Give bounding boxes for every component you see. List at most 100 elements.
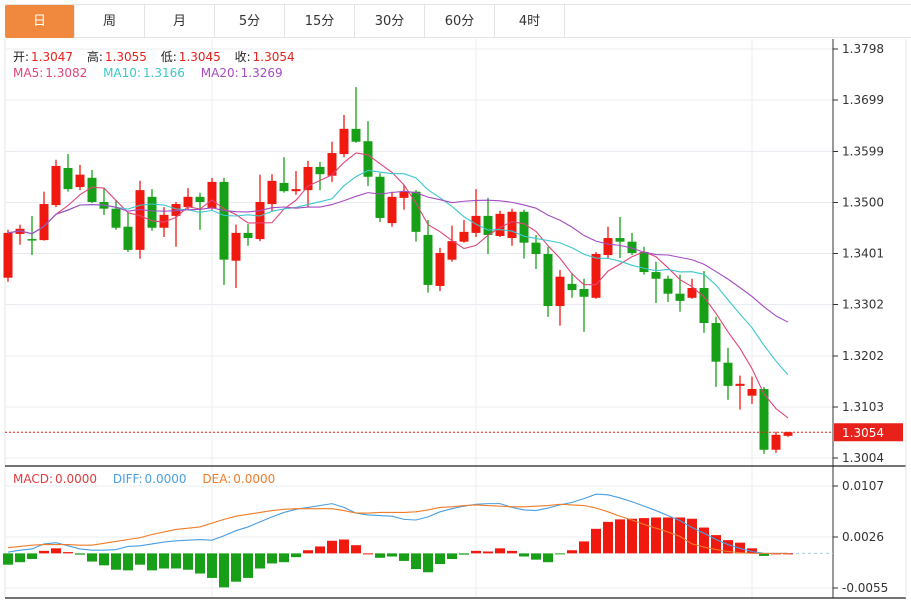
- macd-bar: [315, 546, 325, 554]
- tab-week[interactable]: 周: [75, 5, 145, 38]
- macd-bar: [123, 553, 133, 571]
- candle: [783, 431, 793, 437]
- candle: [591, 251, 601, 299]
- candle-body: [663, 278, 673, 294]
- ma20-line: [7, 190, 789, 323]
- macd-bar: [639, 518, 649, 554]
- dea-label: DEA:: [202, 472, 232, 486]
- candle: [747, 376, 757, 404]
- candle: [507, 208, 517, 246]
- tab-60min[interactable]: 60分: [425, 5, 495, 38]
- candle-body: [315, 166, 325, 175]
- tab-15min[interactable]: 15分: [285, 5, 355, 38]
- tab-day[interactable]: 日: [5, 5, 75, 38]
- candle-body: [747, 388, 757, 396]
- macd-tick-label: 0.0107: [842, 479, 884, 493]
- close-value: 1.3054: [252, 50, 295, 64]
- macd-bar: [723, 540, 733, 554]
- candle-body: [327, 153, 337, 176]
- macd-bar: [3, 553, 13, 565]
- candle: [291, 171, 301, 195]
- price-tick-label: 1.3401: [842, 247, 884, 261]
- macd-bar: [387, 553, 397, 557]
- macd-bar: [219, 553, 229, 588]
- macd-bar: [51, 548, 61, 554]
- candle: [87, 170, 97, 204]
- ma20-label: MA20:: [200, 66, 239, 80]
- macd-bar: [471, 550, 481, 554]
- candle-body: [411, 191, 421, 232]
- macd-bar: [495, 548, 505, 554]
- candle: [363, 121, 373, 187]
- candle-body: [27, 239, 37, 241]
- candle: [51, 159, 61, 208]
- candle: [483, 197, 493, 255]
- ma10-line: [7, 169, 789, 376]
- macd-bar: [351, 545, 361, 554]
- open-value: 1.3047: [31, 50, 74, 64]
- candle-body: [87, 177, 97, 202]
- macd-bar: [111, 553, 121, 570]
- macd-bar: [99, 553, 109, 566]
- macd-bar: [63, 552, 73, 554]
- candle-body: [123, 226, 133, 250]
- macd-bar: [555, 553, 565, 555]
- candle: [303, 160, 313, 208]
- candle: [447, 225, 457, 262]
- macd-bar: [195, 553, 205, 574]
- macd-bar: [267, 553, 277, 564]
- macd-bar: [171, 553, 181, 569]
- candle-body: [723, 362, 733, 386]
- candle: [111, 199, 121, 230]
- ohlc-legend: 开: 1.3047 高: 1.3055 低: 1.3045 收: 1.3054: [13, 48, 297, 65]
- macd-bar: [159, 553, 169, 569]
- macd-bar: [411, 553, 421, 570]
- candle-body: [735, 383, 745, 386]
- candle: [231, 224, 241, 289]
- macd-bar: [519, 553, 529, 557]
- candle: [615, 216, 625, 259]
- candle-body: [171, 204, 181, 216]
- candle-body: [495, 213, 505, 236]
- macd-bar: [207, 553, 217, 578]
- macd-bar: [423, 553, 433, 573]
- candle-body: [363, 141, 373, 177]
- candle-body: [399, 191, 409, 198]
- candle: [207, 177, 217, 210]
- candle: [123, 212, 133, 252]
- candle: [399, 184, 409, 210]
- tab-5min[interactable]: 5分: [215, 5, 285, 38]
- candle-body: [771, 434, 781, 450]
- macd-bar: [591, 528, 601, 554]
- macd-bar: [183, 553, 193, 570]
- candle-body: [435, 252, 445, 286]
- candle: [135, 180, 145, 259]
- candle: [471, 189, 481, 238]
- candle-body: [555, 276, 565, 307]
- candle-body: [75, 174, 85, 188]
- candle-body: [291, 189, 301, 192]
- candle: [3, 229, 13, 282]
- macd-bar: [675, 517, 685, 554]
- candle-body: [387, 196, 397, 224]
- macd-bar: [39, 550, 49, 554]
- macd-bar: [711, 535, 721, 554]
- candle-body: [567, 283, 577, 291]
- price-tick-label: 1.3004: [842, 451, 884, 465]
- tab-month[interactable]: 月: [145, 5, 215, 38]
- tab-30min[interactable]: 30分: [355, 5, 425, 38]
- candle-body: [591, 254, 601, 298]
- macd-bar: [363, 553, 373, 555]
- ma5-line: [7, 152, 789, 419]
- candle: [687, 278, 697, 299]
- candle-body: [159, 214, 169, 228]
- close-label: 收:: [234, 50, 251, 64]
- price-tick-label: 1.3500: [842, 196, 884, 210]
- macd-bar: [399, 553, 409, 561]
- tab-4hour[interactable]: 4时: [495, 5, 565, 38]
- candle: [243, 224, 253, 246]
- dea-value: 0.0000: [233, 472, 276, 486]
- diff-value: 0.0000: [144, 472, 187, 486]
